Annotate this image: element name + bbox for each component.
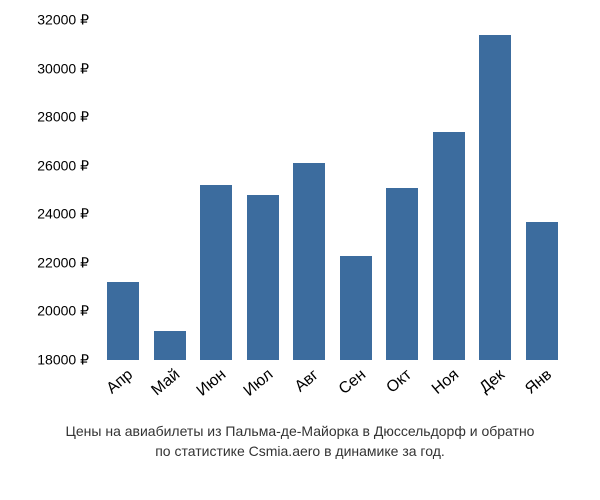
x-axis: Апр Май Июн Июл Авг Сен Окт Ноя Дек Янв (95, 360, 570, 415)
x-tick-label: Апр (104, 366, 137, 398)
bar-slot (193, 20, 240, 360)
bar-slot (379, 20, 426, 360)
bar (200, 185, 232, 360)
bar (293, 163, 325, 360)
bar-slot (147, 20, 194, 360)
bar-slot (240, 20, 287, 360)
x-label-slot: Июл (240, 360, 287, 415)
y-tick-label: 32000 ₽ (37, 12, 89, 29)
y-tick-label: 28000 ₽ (37, 109, 89, 126)
bar-slot (472, 20, 519, 360)
x-label-slot: Июн (193, 360, 240, 415)
x-label-slot: Янв (519, 360, 566, 415)
bar-slot (519, 20, 566, 360)
x-tick-label: Сен (336, 366, 370, 399)
price-chart: 18000 ₽ 20000 ₽ 22000 ₽ 24000 ₽ 26000 ₽ 28000… (0, 0, 600, 500)
y-tick-label: 30000 ₽ (37, 60, 89, 77)
x-tick-label: Май (148, 366, 184, 400)
y-tick-label: 24000 ₽ (37, 206, 89, 223)
bar-slot (426, 20, 473, 360)
x-label-slot: Май (147, 360, 194, 415)
x-tick-label: Авг (292, 366, 323, 396)
bar-slot (100, 20, 147, 360)
x-label-slot: Окт (379, 360, 426, 415)
bar-slot (286, 20, 333, 360)
x-label-slot: Сен (333, 360, 380, 415)
bar (479, 35, 511, 360)
x-tick-label: Июл (240, 366, 276, 401)
x-tick-label: Окт (384, 366, 416, 397)
x-tick-label: Ноя (429, 366, 463, 399)
caption-line-1: Цены на авиабилеты из Пальма-де-Майорка … (66, 423, 535, 439)
y-tick-label: 20000 ₽ (37, 303, 89, 320)
y-axis: 18000 ₽20000 ₽22000 ₽24000 ₽26000 ₽28000… (20, 20, 95, 360)
caption-line-2: по статистике Csmia.aero в динамике за г… (155, 443, 445, 459)
bar (247, 195, 279, 360)
y-tick-label: 18000 ₽ (37, 352, 89, 369)
y-tick-label: 26000 ₽ (37, 157, 89, 174)
bar (107, 282, 139, 360)
x-label-slot: Дек (472, 360, 519, 415)
bar (340, 256, 372, 360)
bar (526, 222, 558, 360)
bar (154, 331, 186, 360)
chart-caption: Цены на авиабилеты из Пальма-де-Майорка … (20, 421, 580, 462)
plot-area: 18000 ₽20000 ₽22000 ₽24000 ₽26000 ₽28000… (95, 20, 570, 360)
bar (433, 132, 465, 360)
bars-container (95, 20, 570, 360)
x-tick-label: Июн (194, 366, 230, 401)
bar-slot (333, 20, 380, 360)
bar (386, 188, 418, 360)
x-tick-label: Дек (477, 366, 509, 397)
x-label-slot: Авг (286, 360, 333, 415)
y-tick-label: 22000 ₽ (37, 254, 89, 271)
x-label-slot: Ноя (426, 360, 473, 415)
x-label-slot: Апр (100, 360, 147, 415)
x-tick-label: Янв (522, 366, 556, 398)
